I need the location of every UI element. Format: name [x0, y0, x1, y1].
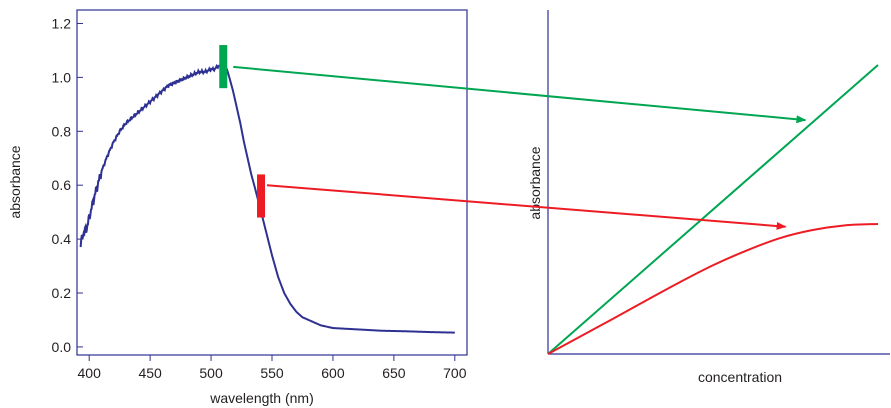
x-tick-label: 650 [382, 365, 406, 381]
x-tick-label: 550 [260, 365, 284, 381]
green-arrow [233, 65, 807, 124]
y-tick-label: 0.2 [52, 285, 72, 301]
red-wavelength-marker [257, 174, 266, 218]
calibration-red-curve [547, 222, 879, 355]
green-wavelength-marker [219, 45, 228, 89]
x-tick-label: 400 [78, 365, 102, 381]
calibration-chart: concentration absorbance [527, 10, 890, 385]
calibration-green-line [547, 64, 879, 355]
red-arrow [266, 184, 787, 230]
y-tick-label: 0.6 [52, 177, 72, 193]
y-tick-label: 0.4 [52, 231, 72, 247]
y-tick-label: 0.8 [52, 123, 72, 139]
y-tick-label: 1.0 [52, 69, 72, 85]
calibration-x-axis-label: concentration [698, 369, 782, 385]
spectrum-chart: 0.0 0.2 0.4 0.6 0.8 1.0 1.2 400 450 500 550 600 650… [7, 9, 468, 406]
x-tick-label: 450 [138, 365, 162, 381]
x-tick-label: 500 [199, 365, 223, 381]
spectrum-x-axis-ticks: 400 450 500 550 600 650 700 [78, 355, 467, 381]
spectrum-x-axis-label: wavelength (nm) [209, 390, 314, 406]
spectrum-series-line [79, 60, 455, 334]
x-tick-label: 600 [321, 365, 345, 381]
y-tick-label: 0.0 [52, 339, 72, 355]
y-tick-label: 1.2 [52, 15, 72, 31]
spectrum-y-axis-label: absorbance [7, 145, 23, 218]
x-tick-label: 700 [443, 365, 467, 381]
spectrum-y-axis-ticks: 0.0 0.2 0.4 0.6 0.8 1.0 1.2 [52, 15, 83, 355]
calibration-y-axis-label: absorbance [527, 146, 543, 219]
spectrum-plot-frame [76, 9, 468, 356]
